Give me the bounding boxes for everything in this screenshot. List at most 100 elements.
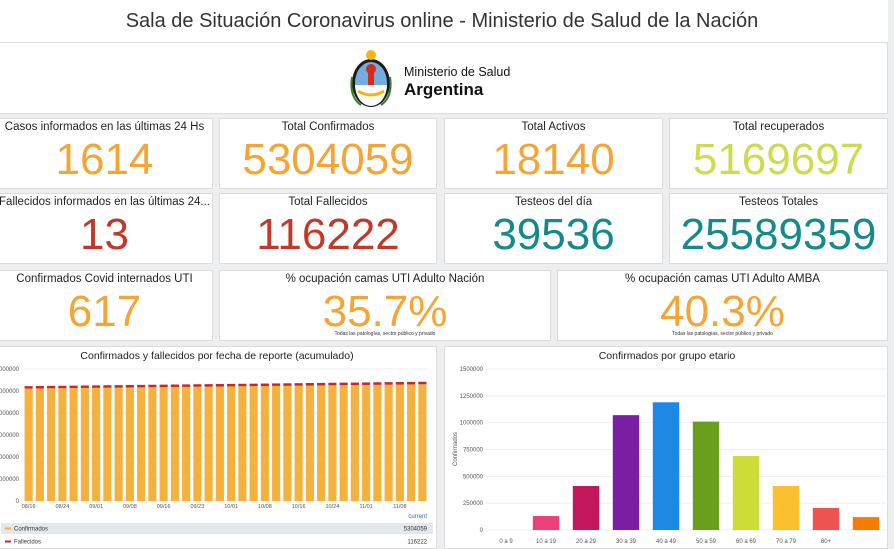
page-title: Sala de Situación Coronavirus online - M…	[125, 10, 759, 32]
card-value: 5304059	[242, 135, 414, 184]
bar-segment	[80, 385, 89, 388]
bar-segment	[305, 385, 314, 501]
legend-row	[1, 523, 433, 534]
bar-segment	[114, 387, 123, 501]
bar	[572, 485, 600, 530]
y-tick-label: 250000	[463, 501, 484, 507]
legend-swatch	[5, 540, 11, 543]
bar-segment	[137, 384, 146, 388]
bar-segment	[407, 384, 416, 501]
bar-segment	[58, 385, 67, 389]
legend-header: current	[408, 514, 427, 520]
bar-segment	[69, 385, 78, 389]
card-label: % ocupación camas UTI Adulto AMBA	[625, 273, 820, 285]
y-tick-label: 0	[16, 499, 20, 505]
x-tick-label: 09/01	[89, 504, 103, 510]
y-tick-label: 2000000	[0, 455, 20, 461]
stat-card: % ocupación camas UTI Adulto AMBA 40.3% To…	[557, 270, 888, 341]
x-tick-label: 60 a 69	[736, 539, 757, 545]
x-tick-label: 11/08	[393, 504, 406, 510]
legend-swatch	[5, 527, 11, 530]
card-label: Total Fallecidos	[288, 196, 368, 208]
bar-segment	[384, 384, 393, 501]
bar-segment	[227, 386, 236, 501]
bar-segment	[362, 382, 371, 385]
bar-segment	[159, 384, 168, 388]
bar-segment	[103, 387, 112, 501]
bar-segment	[69, 388, 78, 501]
card-value: 116222	[256, 210, 400, 259]
x-tick-label: 09/08	[123, 504, 137, 510]
bar-segment	[395, 382, 404, 385]
bar-segment	[260, 386, 269, 501]
bar-segment	[125, 385, 134, 388]
bar-segment	[260, 383, 269, 387]
shield	[350, 50, 392, 107]
legend-value: 116222	[407, 540, 427, 546]
bar-segment	[238, 383, 247, 387]
card-label: Testeos del día	[514, 196, 593, 208]
bar	[612, 415, 640, 530]
x-tick-label: 11/01	[359, 504, 372, 510]
bar-segment	[114, 385, 123, 388]
y-tick-label: 1000000	[0, 477, 20, 483]
bar-segment	[407, 381, 416, 385]
stat-card: Total Fallecidos 116222	[219, 193, 437, 264]
card-value: 1614	[55, 135, 154, 184]
bar-segment	[373, 384, 382, 501]
bar-segment	[305, 383, 314, 386]
x-tick-label: 70 a 79	[776, 539, 797, 545]
bar-segment	[350, 382, 359, 386]
bar-segment	[418, 381, 427, 385]
y-tick-label: 3000000	[0, 433, 20, 439]
y-tick-label: 6000000	[0, 367, 20, 373]
bar	[772, 485, 800, 530]
y-tick-label: 1250000	[460, 394, 484, 400]
x-tick-label: 20 a 29	[576, 539, 597, 545]
card-label: Total Confirmados	[281, 121, 375, 133]
bar-segment	[339, 385, 348, 501]
bar-segment	[418, 384, 427, 501]
card-value: 5169697	[692, 135, 865, 184]
bar-segment	[170, 384, 179, 387]
bar-segment	[24, 388, 33, 501]
bar-segment	[204, 386, 213, 501]
x-tick-label: 08/24	[55, 504, 69, 510]
bar-segment	[395, 384, 404, 501]
bar-segment	[328, 385, 337, 501]
bar-segment	[148, 387, 157, 501]
bar-segment	[35, 386, 44, 389]
bar-segment	[384, 382, 393, 385]
bar-segment	[272, 383, 281, 386]
stat-card: Testeos del día 39536	[444, 193, 663, 264]
y-tick-label: 1000000	[460, 421, 484, 427]
stat-card: Total Activos 18140	[444, 118, 663, 189]
bar-segment	[283, 383, 292, 386]
y-tick-label: 4000000	[0, 411, 20, 417]
bar-segment	[339, 382, 348, 386]
card-value: 39536	[492, 210, 615, 259]
bar-segment	[148, 384, 157, 388]
chart-title: Confirmados y fallecidos por fecha de re…	[80, 350, 353, 362]
bar	[812, 507, 840, 530]
chart-title: Confirmados por grupo etario	[599, 350, 736, 362]
bar-segment	[294, 385, 303, 501]
bar-segment	[272, 385, 281, 501]
y-tick-label: 750000	[463, 448, 484, 454]
legend-row	[1, 536, 433, 547]
bar-segment	[125, 387, 134, 501]
card-note: Todas las patologías, sector público y p…	[672, 331, 773, 337]
stat-card: Casos informados en las últimas 24 Hs 161…	[0, 118, 213, 189]
bar-segment	[193, 386, 202, 501]
y-tick-label: 0	[480, 528, 484, 534]
legend-name: Fallecidos	[14, 540, 41, 546]
timeline-chart: Confirmados y fallecidos por fecha de re…	[0, 346, 437, 549]
card-label: Total recuperados	[732, 121, 825, 133]
stat-card: Total Confirmados 5304059	[219, 118, 437, 189]
x-tick-label: 10/24	[325, 504, 339, 510]
card-label: Casos informados en las últimas 24 Hs	[4, 121, 205, 133]
bar-segment	[215, 386, 224, 501]
x-tick-label: 30 a 39	[616, 539, 637, 545]
